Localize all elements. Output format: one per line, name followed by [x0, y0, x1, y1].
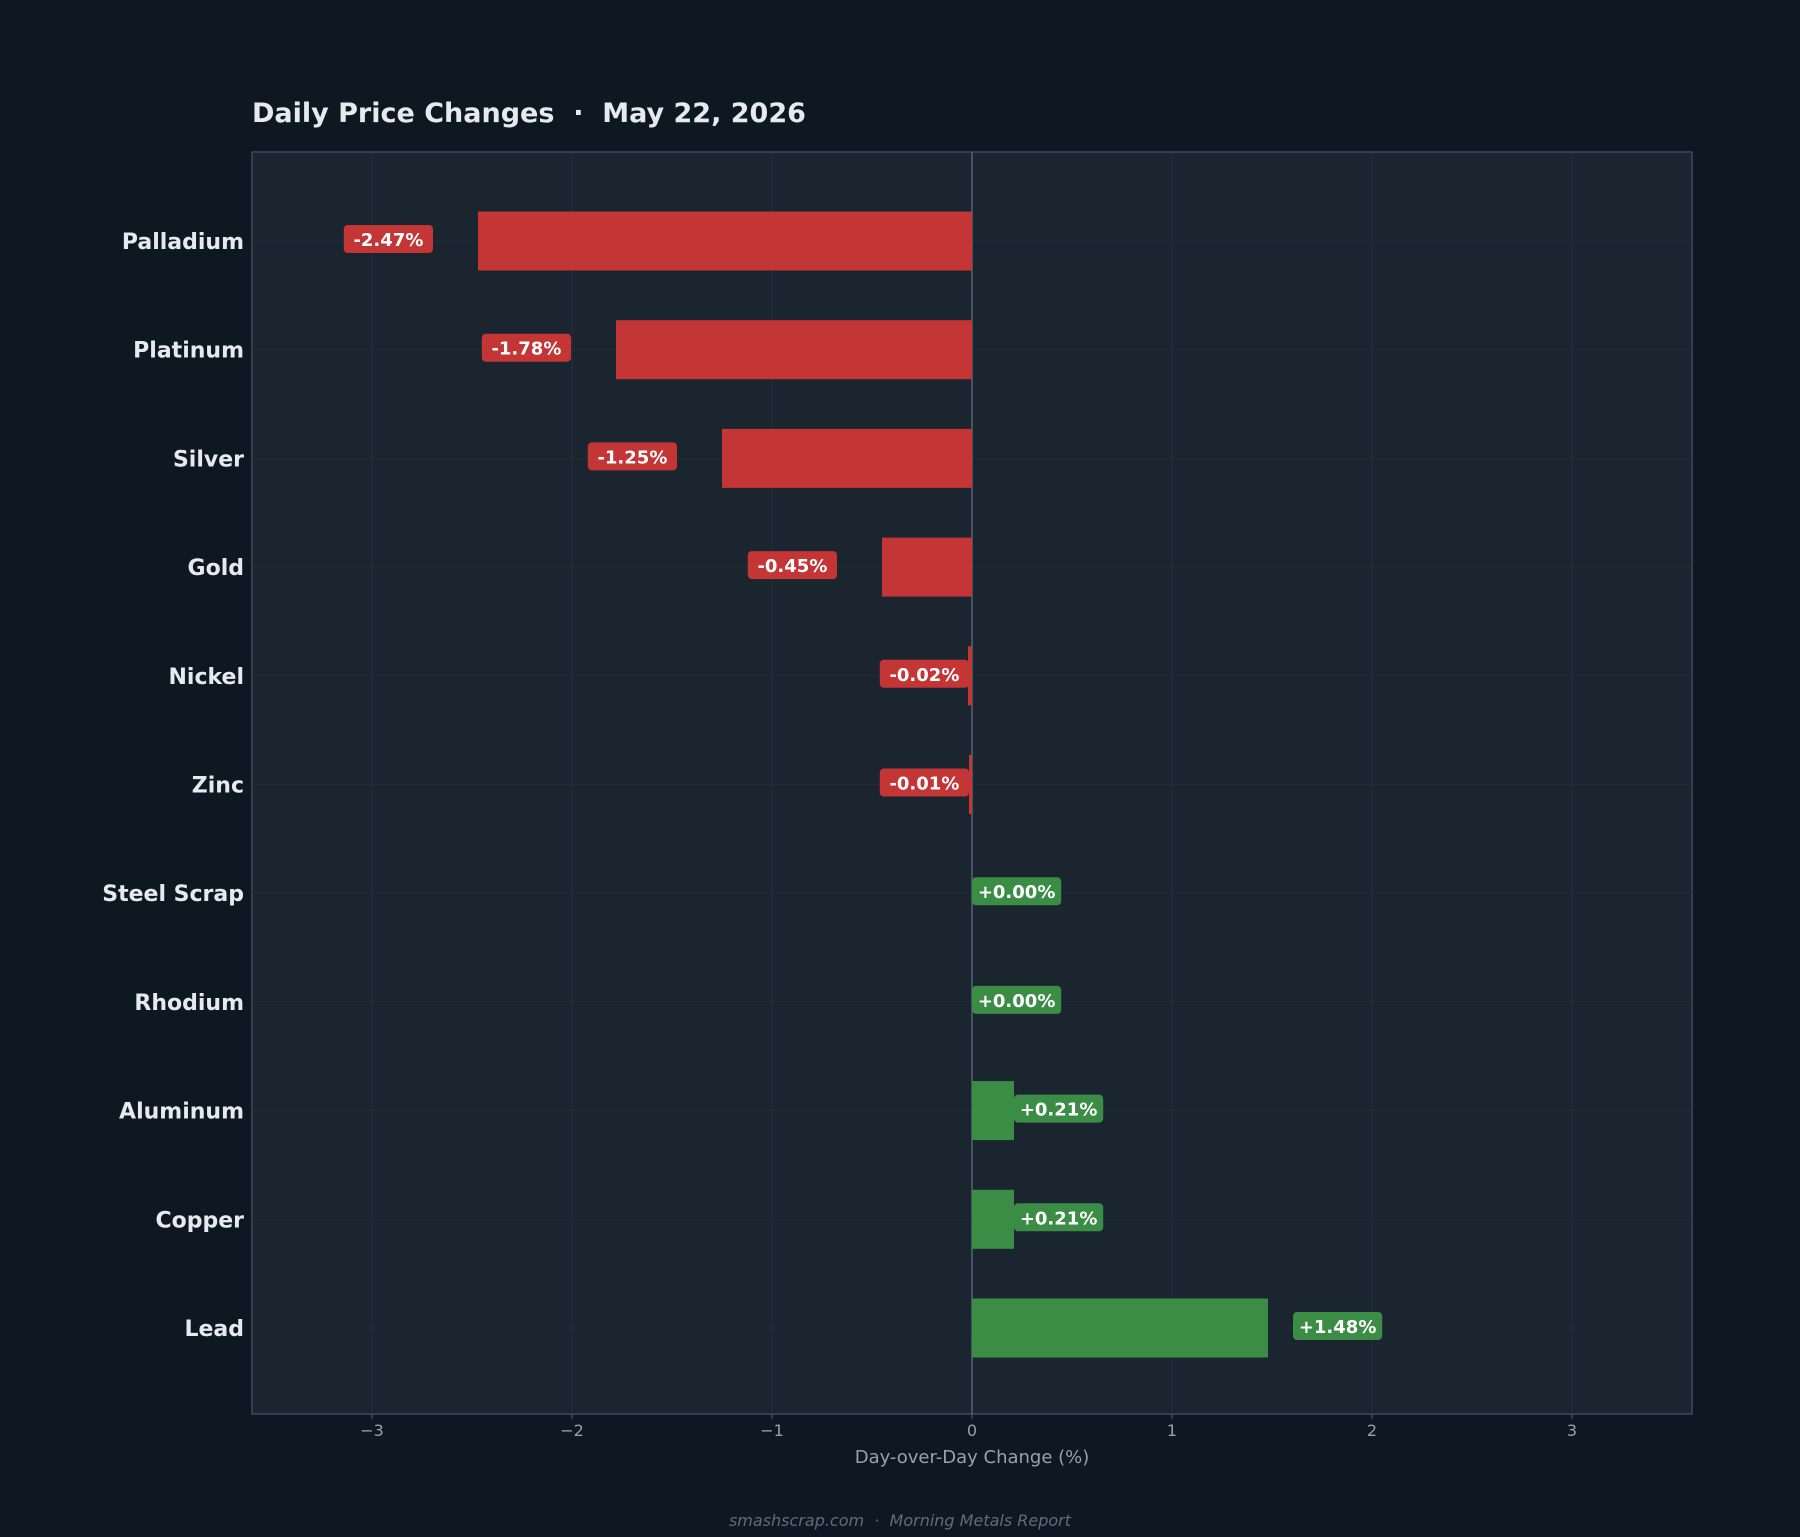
- category-label: Gold: [188, 556, 244, 581]
- category-label: Platinum: [133, 339, 244, 364]
- x-tick-label: 0: [967, 1421, 977, 1440]
- value-label: -0.45%: [757, 556, 827, 577]
- value-label-badge: +1.48%: [1293, 1312, 1383, 1340]
- bar: [616, 320, 972, 380]
- value-label-bg: [1293, 1312, 1383, 1340]
- category-label: Lead: [184, 1317, 244, 1342]
- x-tick-label: 2: [1367, 1421, 1377, 1440]
- bar: [969, 755, 972, 814]
- chart-title: Daily Price Changes · May 22, 2026: [252, 98, 806, 129]
- value-label: +0.00%: [978, 882, 1056, 903]
- value-label: -0.01%: [889, 774, 959, 795]
- bar: [968, 646, 972, 706]
- x-axis-title: Day-over-Day Change (%): [855, 1447, 1090, 1468]
- value-label-bg: [879, 659, 969, 688]
- value-label-bg: [481, 333, 571, 362]
- category-label: Nickel: [169, 665, 245, 690]
- value-label-bg: [1014, 1203, 1104, 1232]
- value-label-bg: [972, 877, 1062, 906]
- value-label-badge: -0.02%: [879, 659, 969, 688]
- category-label: Aluminum: [119, 1100, 244, 1125]
- value-label: -0.02%: [889, 665, 959, 686]
- value-label-badge: -1.25%: [587, 442, 677, 471]
- value-label: +1.48%: [1299, 1317, 1377, 1338]
- value-label-badge: -0.45%: [747, 551, 837, 580]
- category-label: Zinc: [192, 774, 244, 799]
- x-tick-label: −2: [560, 1421, 584, 1440]
- bar: [478, 211, 972, 271]
- value-label: -2.47%: [353, 230, 423, 251]
- category-label: Palladium: [122, 230, 244, 255]
- bar: [722, 428, 972, 488]
- x-tick-label: 1: [1167, 1421, 1177, 1440]
- value-label-badge: -0.01%: [879, 768, 969, 797]
- bar: [972, 1189, 1014, 1249]
- category-label: Steel Scrap: [102, 882, 244, 907]
- value-label-badge: +0.00%: [972, 877, 1062, 906]
- value-label: +0.21%: [1020, 1208, 1098, 1229]
- value-label-badge: +0.21%: [1014, 1094, 1104, 1123]
- x-tick-label: −3: [360, 1421, 384, 1440]
- category-labels: Palladium Platinum Silver Gold Nickel Zinc Ste…: [102, 230, 244, 1342]
- value-label-bg: [343, 225, 433, 253]
- value-label: +0.00%: [978, 991, 1056, 1012]
- value-label-bg: [747, 551, 837, 580]
- value-label: -1.78%: [491, 339, 561, 360]
- value-label-bg: [587, 442, 677, 471]
- bars: [478, 211, 1268, 1358]
- value-label-badge: +0.00%: [972, 985, 1062, 1014]
- x-axis-ticks: −3 −2 −1 0 1 2 3: [360, 1414, 1577, 1440]
- value-label-bg: [972, 985, 1062, 1014]
- x-tick-label: 3: [1567, 1421, 1577, 1440]
- value-label-badge: -1.78%: [481, 333, 571, 362]
- value-label: -1.25%: [597, 447, 667, 468]
- bar: [972, 1298, 1268, 1358]
- value-label-badge: +0.21%: [1014, 1203, 1104, 1232]
- bar: [972, 1081, 1014, 1141]
- value-labels: -2.47% -1.78% -1.25% -0.45% -0.02% -0.01% +0.0…: [343, 225, 1383, 1340]
- x-tick-label: −1: [760, 1421, 784, 1440]
- footer-text: smashscrap.com · Morning Metals Report: [729, 1511, 1072, 1530]
- value-label-bg: [879, 768, 969, 797]
- bar: [882, 537, 972, 597]
- category-label: Rhodium: [134, 991, 244, 1016]
- value-label-badge: -2.47%: [343, 225, 433, 253]
- value-label: +0.21%: [1020, 1100, 1098, 1121]
- category-label: Silver: [173, 447, 244, 472]
- category-label: Copper: [155, 1208, 244, 1233]
- value-label-bg: [1014, 1094, 1104, 1123]
